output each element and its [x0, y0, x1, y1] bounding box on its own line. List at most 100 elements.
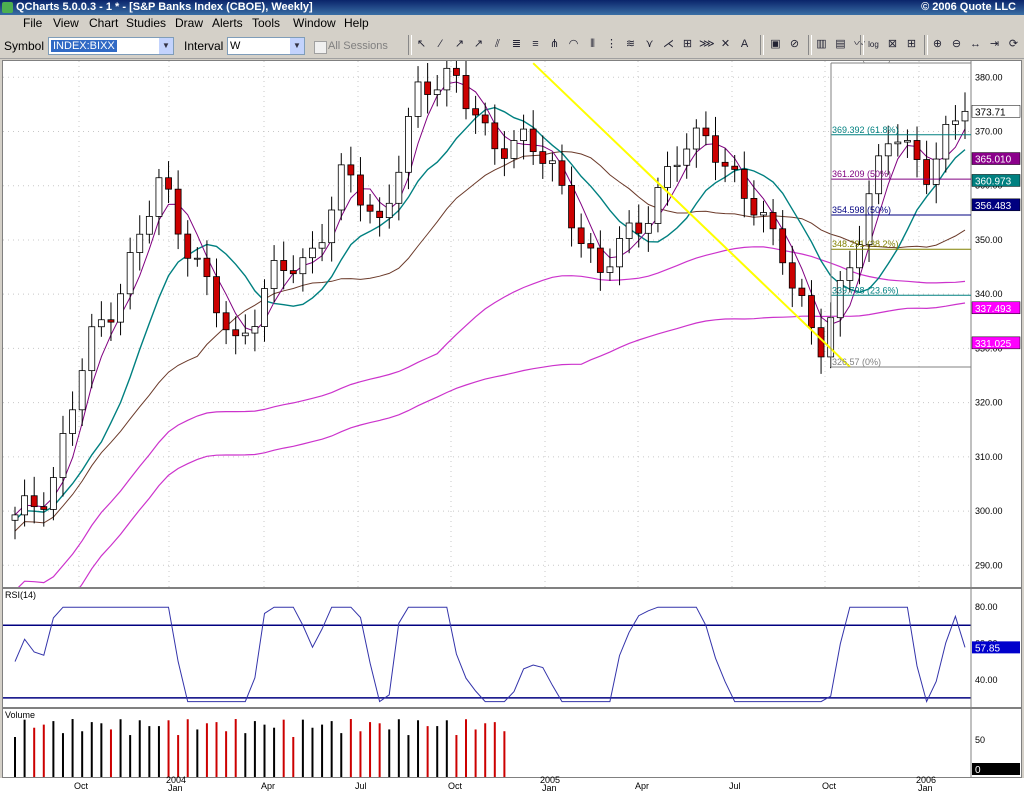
menu-draw[interactable]: Draw	[175, 16, 204, 30]
text-tool-icon[interactable]: A	[740, 38, 749, 50]
candle-body	[942, 124, 950, 160]
candle-body	[836, 280, 844, 319]
volume-label: Volume	[5, 710, 36, 720]
candle-body	[702, 127, 710, 137]
menu-window[interactable]: Window	[293, 16, 336, 30]
candle-body	[462, 75, 470, 110]
gann-tool-icon[interactable]: ⋮	[606, 38, 617, 50]
candle-body	[596, 247, 604, 273]
candle-body	[548, 160, 556, 164]
menu-tools[interactable]: Tools	[252, 16, 281, 30]
candle-body	[376, 210, 384, 218]
candle-body	[635, 222, 643, 234]
candle-body	[884, 143, 892, 157]
candle-body	[913, 140, 921, 160]
volume-chart-svg[interactable]: 50 0	[3, 709, 1021, 777]
cycles-tool-icon[interactable]: ⦀	[590, 38, 595, 50]
candle-body	[740, 169, 748, 199]
fib-level-label: 369.392 (61.8%)	[832, 125, 899, 135]
candle-body	[539, 151, 547, 164]
arc-tool-icon[interactable]: ◠	[568, 38, 579, 50]
price-chart-svg[interactable]: 382.62 (100%) 369.392 (61.8%) 361.209 (50%…	[3, 61, 1021, 587]
line-chart-icon[interactable]: 〰	[854, 38, 865, 50]
price-panel[interactable]: 382.62 (100%) 369.392 (61.8%) 361.209 (50%…	[2, 60, 1022, 588]
candle-body	[30, 495, 38, 508]
price-badge	[971, 152, 1021, 165]
pointer-tool-icon[interactable]: ↖	[416, 38, 427, 50]
interval-select[interactable]: W ▼	[227, 37, 305, 55]
candle-body	[731, 165, 739, 170]
candle-body	[904, 140, 911, 143]
candle-body	[529, 128, 537, 153]
price-badge	[971, 198, 1021, 212]
window-title: QCharts 5.0.0.3 - 1 * - [S&P Banks Index…	[16, 1, 313, 13]
menu-help[interactable]: Help	[344, 16, 369, 30]
candle-body	[500, 148, 508, 159]
ray-tool-icon[interactable]: ↗	[454, 38, 465, 50]
regression-tool-icon[interactable]: ≋	[625, 38, 636, 50]
zoom-out-icon[interactable]: ⊖	[951, 38, 962, 50]
price-tick-label: 380.00	[975, 72, 1003, 82]
fib-retrace-tool-icon[interactable]: ≡	[532, 38, 539, 50]
andrews-tool-icon[interactable]: ⋌	[663, 38, 674, 50]
ma-200-line	[79, 302, 966, 587]
candle-body	[568, 184, 575, 229]
speed-lines-tool-icon[interactable]: ⋎	[645, 38, 654, 50]
candle-body	[808, 295, 815, 329]
menu-alerts[interactable]: Alerts	[212, 16, 243, 30]
indicator-icon[interactable]: ⊞	[906, 38, 917, 50]
fib-level-label: 361.209 (50%)	[832, 169, 891, 179]
trendline-tool-icon[interactable]: ↗	[473, 38, 484, 50]
candle-body	[193, 257, 201, 260]
candle-body	[760, 212, 767, 216]
chart-type-icon[interactable]: ▥	[816, 38, 827, 50]
symbol-input[interactable]: INDEX:BIXX ▼	[48, 37, 174, 55]
candle-body	[865, 193, 873, 245]
fib-ext-tool-icon[interactable]: ≣	[511, 38, 522, 50]
channel-tool-icon[interactable]: ⫽	[495, 38, 500, 50]
candle-body	[241, 332, 249, 337]
square-tool-icon[interactable]: ⊞	[682, 38, 693, 50]
properties-icon[interactable]: ▣	[770, 38, 781, 50]
candle-body	[174, 188, 182, 235]
price-tick-label: 350.00	[975, 235, 1003, 245]
candle-body	[616, 238, 623, 268]
menu-studies[interactable]: Studies	[126, 16, 167, 30]
menu-file[interactable]: File	[23, 16, 43, 30]
price-badge	[971, 336, 1021, 350]
time-label: Jan	[918, 783, 933, 793]
fib-fan-tool-icon[interactable]: ⋔	[549, 38, 560, 50]
candle-body	[558, 160, 566, 186]
candle-body	[424, 81, 432, 95]
candle-body	[587, 243, 595, 249]
menu-chart[interactable]: Chart	[89, 16, 119, 30]
menu-view[interactable]: View	[53, 16, 79, 30]
all-sessions-checkbox[interactable]	[314, 41, 327, 54]
scroll-left-icon[interactable]: ↔	[970, 38, 981, 50]
candle-body	[712, 135, 719, 163]
volume-tick-label: 0	[975, 765, 981, 776]
chevron-down-icon[interactable]: ▼	[159, 38, 173, 54]
refresh-icon[interactable]: ⟳	[1008, 38, 1019, 50]
chevron-down-icon[interactable]: ▼	[290, 38, 304, 54]
gann-fan-tool-icon[interactable]: ⋙	[699, 38, 715, 50]
delete-drawing-icon[interactable]: ⊘	[789, 38, 800, 50]
candle-body	[49, 477, 57, 510]
ma-50-line	[14, 150, 966, 532]
overlay-icon[interactable]: ⊠	[887, 38, 898, 50]
candle-body	[750, 198, 758, 216]
candle-body	[625, 222, 633, 239]
line-tool-icon[interactable]: ⁄	[439, 38, 442, 50]
volume-panel[interactable]: 50 0 Volume	[2, 708, 1022, 778]
candle-body	[510, 140, 518, 159]
log-scale-icon[interactable]: log	[868, 40, 879, 49]
bar-chart-icon[interactable]: ▤	[835, 38, 846, 50]
zoom-in-icon[interactable]: ⊕	[932, 38, 943, 50]
cross-tool-icon[interactable]: ✕	[720, 38, 731, 50]
candle-body	[644, 223, 652, 234]
scroll-right-icon[interactable]: ⇥	[989, 38, 1000, 50]
candle-body	[856, 244, 863, 269]
candle-body	[184, 233, 192, 259]
